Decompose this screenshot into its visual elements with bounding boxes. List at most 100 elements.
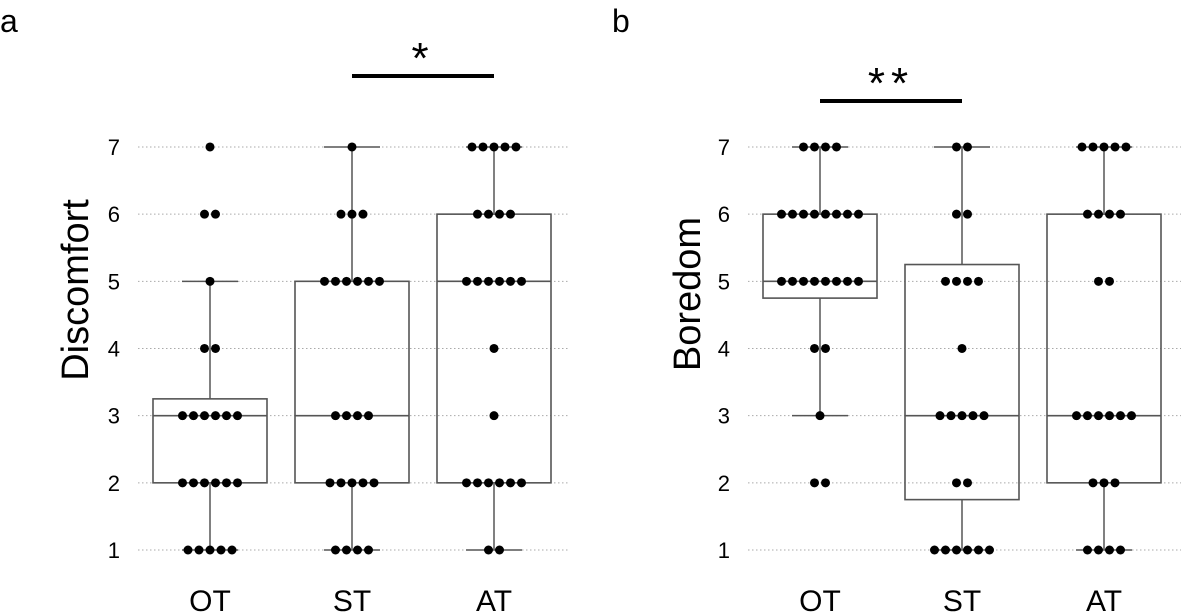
data-point: [336, 209, 346, 219]
data-point: [821, 276, 830, 286]
data-point: [1116, 411, 1125, 421]
data-point: [843, 276, 852, 286]
y-tick-label: 7: [108, 135, 120, 160]
data-point: [205, 545, 215, 555]
data-point: [1072, 411, 1081, 421]
data-point: [489, 343, 499, 353]
y-tick-label: 6: [718, 202, 730, 227]
data-point: [353, 276, 362, 286]
data-point: [1105, 545, 1114, 555]
data-point: [484, 209, 493, 219]
data-point: [506, 276, 515, 286]
box-st: [904, 263, 1020, 501]
data-point: [974, 545, 983, 555]
data-point: [200, 209, 209, 219]
data-point: [495, 209, 504, 219]
x-tick-label: ST: [333, 585, 371, 614]
data-point: [815, 411, 825, 421]
y-tick-label: 5: [108, 269, 120, 294]
data-point: [178, 411, 187, 421]
data-point: [843, 209, 852, 219]
data-point: [941, 276, 950, 286]
y-tick-label: 4: [718, 336, 730, 361]
data-point: [810, 343, 819, 353]
data-point: [211, 411, 220, 421]
x-tick-label: AT: [1086, 585, 1122, 614]
y-tick-label: 3: [108, 404, 120, 429]
data-point: [495, 276, 504, 286]
data-point: [506, 209, 515, 219]
data-point: [1099, 142, 1109, 152]
y-axis-label: Discomfort: [55, 199, 97, 381]
data-point: [216, 545, 226, 555]
significance-label: *: [411, 34, 434, 83]
data-point: [777, 209, 786, 219]
data-point: [1127, 411, 1136, 421]
data-point: [963, 478, 972, 488]
data-point: [1099, 478, 1109, 488]
data-point: [952, 478, 961, 488]
data-point: [358, 209, 368, 219]
data-point: [495, 478, 504, 488]
data-point: [985, 545, 994, 555]
panel-letter: a: [0, 3, 18, 39]
data-point: [821, 478, 830, 488]
data-point: [517, 276, 526, 286]
data-point: [788, 276, 797, 286]
data-point: [211, 209, 220, 219]
data-point: [506, 478, 515, 488]
data-point: [952, 276, 961, 286]
data-point: [200, 343, 209, 353]
data-point: [325, 478, 335, 488]
data-point: [495, 545, 504, 555]
data-point: [353, 411, 362, 421]
data-point: [1083, 411, 1092, 421]
data-point: [952, 209, 961, 219]
data-point: [320, 276, 329, 286]
x-tick-label: ST: [943, 585, 981, 614]
data-point: [205, 142, 215, 152]
y-tick-label: 4: [108, 336, 120, 361]
data-point: [930, 545, 939, 555]
data-point: [233, 411, 242, 421]
panel-a: a Discomfort 1 2 3 4 5 6 7 OT ST AT *: [0, 3, 570, 614]
data-point: [1083, 209, 1092, 219]
data-point: [1121, 142, 1131, 152]
data-point: [1116, 209, 1125, 219]
data-point: [1094, 209, 1103, 219]
data-point: [331, 411, 340, 421]
box-at: [436, 213, 552, 484]
data-point: [211, 343, 220, 353]
data-point: [183, 545, 193, 555]
data-point: [799, 276, 808, 286]
data-point: [799, 209, 808, 219]
data-point: [364, 276, 373, 286]
data-point: [194, 545, 204, 555]
data-point: [810, 276, 819, 286]
data-point: [462, 478, 471, 488]
data-point: [347, 209, 357, 219]
x-tick-label: AT: [476, 585, 512, 614]
x-tick-label: OT: [799, 585, 841, 614]
box-ot: [152, 398, 268, 484]
panel-letter: b: [612, 3, 630, 39]
data-point: [1088, 142, 1098, 152]
y-tick-label: 1: [108, 538, 120, 563]
data-point: [1105, 411, 1114, 421]
y-tick-label: 7: [718, 135, 730, 160]
data-point: [1094, 545, 1103, 555]
data-point: [511, 142, 521, 152]
data-point: [952, 545, 961, 555]
data-point: [1094, 411, 1103, 421]
data-point: [358, 478, 368, 488]
data-point: [178, 478, 187, 488]
panel-b: b Boredom 1 2 3 4 5 6 7 OT ST AT **: [612, 3, 1181, 614]
data-point: [473, 478, 482, 488]
box-ot: [762, 213, 878, 299]
data-point: [227, 545, 237, 555]
data-point: [467, 142, 477, 152]
data-point: [832, 276, 841, 286]
data-point: [200, 411, 209, 421]
data-point: [1083, 545, 1092, 555]
